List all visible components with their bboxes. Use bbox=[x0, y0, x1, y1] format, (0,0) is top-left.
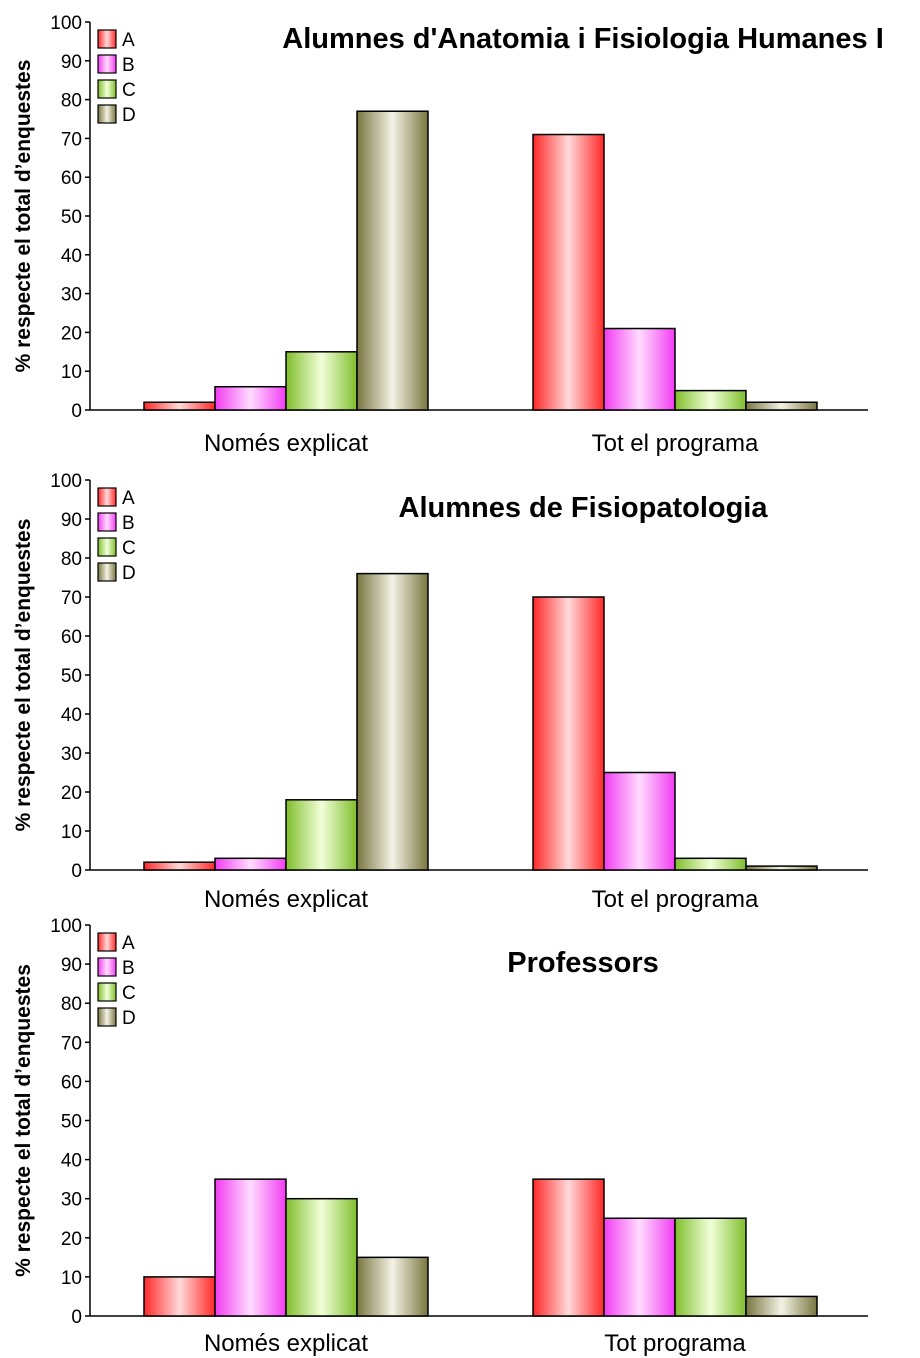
y-tick-label: 50 bbox=[61, 1112, 82, 1133]
bar-D-1 bbox=[356, 1256, 429, 1317]
y-tick-label: 0 bbox=[71, 1307, 82, 1328]
bar-C-2 bbox=[674, 389, 747, 411]
y-tick-label: 80 bbox=[61, 91, 82, 112]
y-tick-label: 60 bbox=[61, 168, 82, 189]
bar-B-1 bbox=[214, 385, 287, 411]
bar-A-2 bbox=[532, 133, 605, 411]
y-tick-label: 0 bbox=[71, 861, 82, 882]
y-tick-label: 60 bbox=[61, 1072, 82, 1093]
category-label: Tot el programa bbox=[592, 886, 759, 913]
y-tick-label: 70 bbox=[61, 588, 82, 609]
y-tick-label: 20 bbox=[61, 1229, 82, 1250]
bar-B-2 bbox=[603, 327, 676, 411]
bar-C-2 bbox=[674, 857, 747, 871]
bar-A-1 bbox=[143, 401, 216, 411]
y-tick-label: 70 bbox=[61, 129, 82, 150]
y-tick-label: 20 bbox=[61, 783, 82, 804]
y-tick-label: 10 bbox=[61, 362, 82, 383]
y-tick-label: 40 bbox=[61, 246, 82, 267]
legend-label-B: B bbox=[122, 513, 135, 534]
y-tick-label: 50 bbox=[61, 207, 82, 228]
legend-label-B: B bbox=[122, 958, 135, 979]
y-tick-label: 90 bbox=[61, 955, 82, 976]
bar-D-1 bbox=[356, 110, 429, 411]
bar-D-2 bbox=[745, 401, 818, 411]
legend-label-C: C bbox=[122, 983, 136, 1004]
bar-A-1 bbox=[143, 1276, 216, 1317]
legend-swatch-B bbox=[97, 54, 117, 74]
y-tick-label: 60 bbox=[61, 627, 82, 648]
legend-swatch-D bbox=[97, 1007, 117, 1027]
y-tick-label: 90 bbox=[61, 510, 82, 531]
bar-D-2 bbox=[745, 865, 818, 871]
y-tick-label: 40 bbox=[61, 1151, 82, 1172]
legend-label-A: A bbox=[122, 933, 135, 954]
bar-C-1 bbox=[285, 799, 358, 871]
bar-C-2 bbox=[674, 1217, 747, 1317]
bar-D-2 bbox=[745, 1295, 818, 1317]
chart-title: Professors bbox=[507, 947, 659, 979]
chart-panel-3: 0 10 20 30 40 50 60 70 80 90 100 % respecte el tota… bbox=[12, 916, 868, 1357]
y-tick-label: 30 bbox=[61, 285, 82, 306]
y-tick-label: 80 bbox=[61, 549, 82, 570]
category-label: Només explicat bbox=[204, 886, 368, 913]
bar-A-2 bbox=[532, 1178, 605, 1317]
chart-title: Alumnes d'Anatomia i Fisiologia Humanes … bbox=[282, 23, 884, 55]
y-tick-label: 10 bbox=[61, 1268, 82, 1289]
y-tick-label: 100 bbox=[50, 471, 82, 492]
y-tick-label: 70 bbox=[61, 1033, 82, 1054]
bar-B-2 bbox=[603, 1217, 676, 1317]
legend-swatch-A bbox=[97, 29, 117, 49]
legend-swatch-C bbox=[97, 982, 117, 1002]
legend-label-B: B bbox=[122, 55, 135, 76]
legend-label-D: D bbox=[122, 1008, 136, 1029]
legend-swatch-D bbox=[97, 562, 117, 582]
legend-swatch-B bbox=[97, 957, 117, 977]
y-tick-label: 100 bbox=[50, 13, 82, 34]
bar-C-1 bbox=[285, 351, 358, 411]
chart-panel-2: 0 10 20 30 40 50 60 70 80 90 100 % respecte el tota… bbox=[12, 471, 868, 913]
y-tick-label: 20 bbox=[61, 323, 82, 344]
bar-B-2 bbox=[603, 771, 676, 871]
y-tick-label: 40 bbox=[61, 705, 82, 726]
category-label: Només explicat bbox=[204, 430, 368, 457]
y-tick-label: 30 bbox=[61, 1190, 82, 1211]
chart-title: Alumnes de Fisiopatologia bbox=[399, 492, 769, 524]
y-tick-label: 80 bbox=[61, 994, 82, 1015]
legend-swatch-B bbox=[97, 512, 117, 532]
chart-panel-1: 0 10 20 30 40 50 60 70 80 90 100 % respecte el tota… bbox=[12, 13, 884, 457]
y-axis-label: % respecte el total d’enquestes bbox=[12, 60, 35, 373]
bar-C-1 bbox=[285, 1197, 358, 1317]
legend-label-C: C bbox=[122, 538, 136, 559]
y-axis-label: % respecte el total d’enquestes bbox=[12, 964, 35, 1277]
legend-swatch-A bbox=[97, 932, 117, 952]
bar-A-1 bbox=[143, 861, 216, 871]
legend-swatch-C bbox=[97, 79, 117, 99]
y-tick-label: 50 bbox=[61, 666, 82, 687]
legend-label-A: A bbox=[122, 30, 135, 51]
legend-label-D: D bbox=[122, 563, 136, 584]
legend-label-C: C bbox=[122, 80, 136, 101]
category-label: Tot el programa bbox=[592, 430, 759, 457]
y-axis-label: % respecte el total d’enquestes bbox=[12, 519, 35, 832]
y-tick-label: 0 bbox=[71, 401, 82, 422]
legend-swatch-C bbox=[97, 537, 117, 557]
category-label: Només explicat bbox=[204, 1330, 368, 1357]
legend-swatch-D bbox=[97, 104, 117, 124]
bar-A-2 bbox=[532, 596, 605, 871]
bar-B-1 bbox=[214, 1178, 287, 1317]
y-tick-label: 30 bbox=[61, 744, 82, 765]
bar-D-1 bbox=[356, 572, 429, 871]
y-tick-label: 90 bbox=[61, 52, 82, 73]
bar-B-1 bbox=[214, 857, 287, 871]
y-tick-label: 100 bbox=[50, 916, 82, 937]
legend-label-D: D bbox=[122, 105, 136, 126]
legend-swatch-A bbox=[97, 487, 117, 507]
category-label: Tot programa bbox=[604, 1330, 746, 1357]
y-tick-label: 10 bbox=[61, 822, 82, 843]
legend-label-A: A bbox=[122, 488, 135, 509]
